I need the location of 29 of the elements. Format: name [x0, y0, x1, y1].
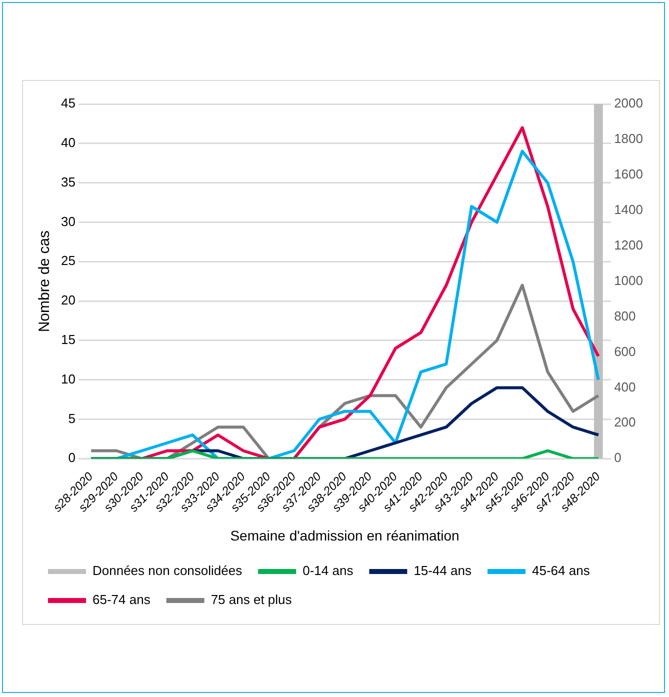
- y2-tick-label: 1200: [614, 237, 643, 252]
- y2-tick-label: 200: [614, 414, 636, 430]
- legend-label: 65-74 ans: [92, 592, 151, 608]
- legend-label: Données non consolidées: [92, 563, 243, 578]
- legend-label: 15-44 ans: [414, 563, 472, 578]
- y-tick-label: 40: [60, 134, 76, 150]
- legend-label: 45-64 ans: [532, 563, 590, 578]
- y2-tick-label: 1400: [614, 202, 643, 217]
- y2-tick-label: 400: [614, 379, 636, 394]
- legend-label: 75 ans et plus: [210, 592, 292, 608]
- y-tick-label: 30: [60, 214, 76, 229]
- y-tick-label: 5: [68, 410, 76, 426]
- y-tick-label: 10: [60, 371, 76, 386]
- y2-tick-label: 1000: [614, 272, 643, 288]
- y-tick-label: 0: [68, 450, 76, 466]
- legend-label: 0-14 ans: [302, 563, 354, 578]
- y-tick-label: 25: [60, 253, 76, 268]
- x-axis-title: Semaine d'admission en réanimation: [230, 527, 460, 544]
- y2-tick-label: 1600: [614, 166, 643, 182]
- y2-tick-label: 800: [614, 308, 636, 324]
- y2-tick-label: 2000: [614, 96, 643, 111]
- y-tick-label: 35: [60, 174, 76, 190]
- y-axis-title: Nombre de cas: [36, 230, 54, 332]
- y2-tick-label: 600: [614, 344, 636, 359]
- y2-tick-label: 1800: [614, 131, 643, 146]
- y-tick-label: 20: [60, 292, 76, 308]
- y-tick-label: 15: [60, 332, 76, 347]
- y-tick-label: 45: [60, 96, 76, 111]
- y2-tick-label: 0: [614, 450, 622, 466]
